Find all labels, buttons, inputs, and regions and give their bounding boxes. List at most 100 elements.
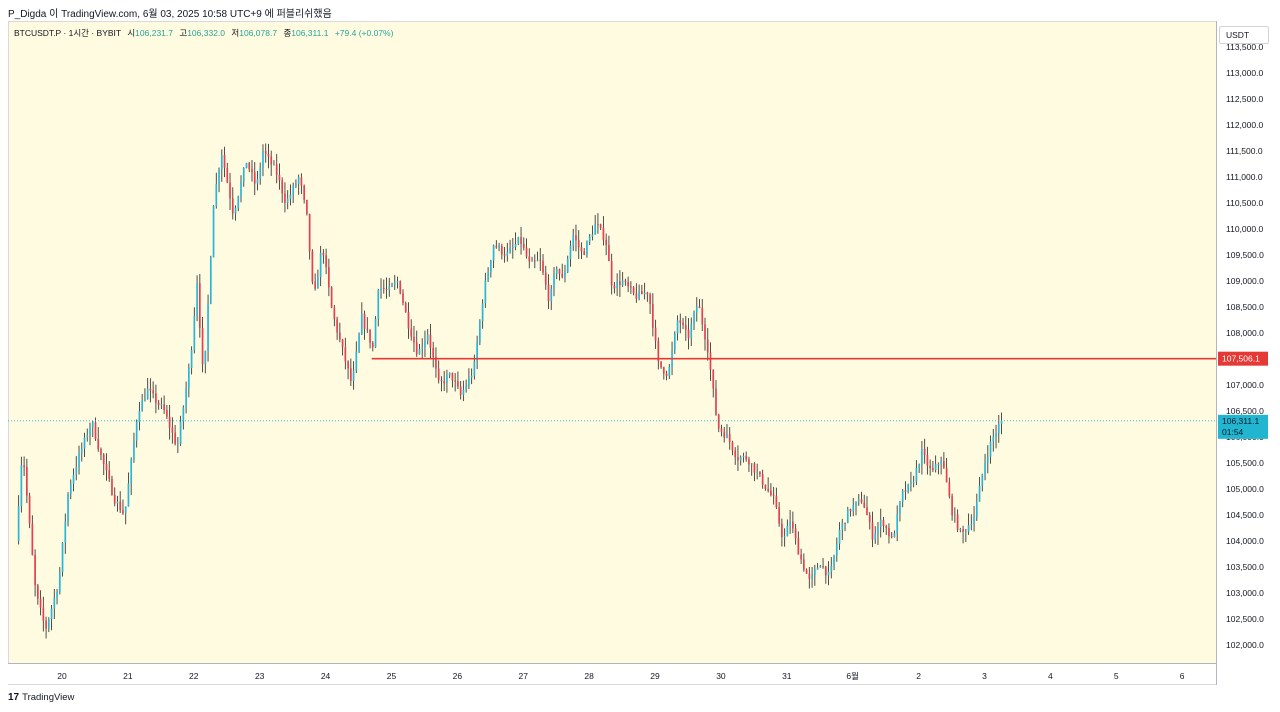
candle <box>245 162 248 169</box>
candle <box>432 341 435 368</box>
candle <box>462 380 465 402</box>
candle <box>660 361 662 369</box>
price-tick-label: 113,000.0 <box>1226 68 1263 78</box>
candle <box>542 254 544 276</box>
candle <box>970 514 973 531</box>
candle <box>26 458 28 504</box>
candle <box>627 276 629 293</box>
candle <box>717 413 720 433</box>
tradingview-logo-icon: 17 <box>8 692 20 703</box>
candle <box>580 242 583 259</box>
price-tick-label: 108,500.0 <box>1226 302 1264 312</box>
candle <box>956 509 959 533</box>
legend-close-value: 106,311.1 <box>291 28 329 38</box>
candle <box>410 319 413 341</box>
candle <box>863 494 866 509</box>
candle <box>418 344 421 355</box>
candle <box>668 364 671 379</box>
candle <box>201 316 204 373</box>
candle <box>163 395 165 414</box>
candle <box>665 370 668 381</box>
candle <box>830 557 833 579</box>
candle <box>336 316 338 340</box>
candle <box>91 420 94 438</box>
chart-area[interactable] <box>8 21 1216 663</box>
time-tick-label: 20 <box>57 671 67 681</box>
candle <box>797 531 800 555</box>
candle <box>102 453 105 475</box>
candle <box>204 350 207 374</box>
candle <box>495 240 498 249</box>
candle <box>468 368 470 390</box>
candle <box>981 473 984 492</box>
candle <box>775 487 778 510</box>
candle <box>756 463 759 480</box>
candle <box>311 249 314 285</box>
candle <box>871 511 874 548</box>
candle <box>275 153 278 184</box>
candle <box>407 302 410 339</box>
currency-unit-button[interactable]: USDT <box>1219 26 1269 44</box>
candle <box>273 160 275 166</box>
candle <box>616 273 618 297</box>
candle <box>577 230 580 259</box>
candle <box>621 272 624 287</box>
candle <box>624 278 627 286</box>
candle <box>234 205 237 221</box>
candle <box>341 338 344 356</box>
candle <box>119 491 122 514</box>
price-tick-label: 110,000.0 <box>1226 224 1263 234</box>
time-tick-label: 6 <box>1180 671 1185 681</box>
candle <box>973 506 975 532</box>
candle <box>421 338 424 359</box>
candle <box>517 236 520 246</box>
candle <box>531 256 533 262</box>
time-axis[interactable] <box>8 663 1216 685</box>
candle <box>355 341 358 373</box>
candle <box>553 267 555 297</box>
candle <box>789 510 791 534</box>
candle <box>94 417 97 441</box>
candle <box>962 525 964 544</box>
candle <box>476 335 478 370</box>
candle <box>130 457 133 496</box>
current-price-tag <box>1218 414 1268 439</box>
tradingview-logo[interactable]: 17 TradingView <box>8 692 74 703</box>
candle <box>190 346 193 375</box>
bar-countdown: 01:54 <box>1222 427 1244 437</box>
candle <box>314 273 316 291</box>
candle <box>146 377 149 400</box>
price-tick-label: 112,500.0 <box>1226 94 1263 104</box>
candle <box>528 248 531 269</box>
candle <box>270 150 273 176</box>
candle <box>781 518 783 547</box>
candle <box>174 424 176 446</box>
time-tick-label: 29 <box>650 671 660 681</box>
candle <box>597 213 599 234</box>
candle <box>67 492 69 527</box>
candle <box>915 460 918 485</box>
candle <box>846 506 849 524</box>
time-tick-label: 22 <box>189 671 199 681</box>
candle <box>437 360 440 384</box>
candle <box>171 417 174 444</box>
candle <box>874 526 877 544</box>
candle <box>187 363 190 398</box>
candle <box>684 316 687 341</box>
candle <box>56 588 58 605</box>
candle <box>424 330 426 358</box>
candle <box>690 317 693 347</box>
candle <box>800 548 802 564</box>
candle <box>602 216 605 246</box>
candle <box>855 501 857 516</box>
price-tick-label: 103,500.0 <box>1226 562 1264 572</box>
candle <box>739 455 742 466</box>
candle <box>58 567 61 595</box>
candle <box>426 329 429 345</box>
candle <box>113 487 116 507</box>
candle <box>761 469 764 489</box>
candle <box>698 299 701 309</box>
candle <box>388 277 391 297</box>
legend-change: +79.4 (+0.07%) <box>334 28 394 38</box>
